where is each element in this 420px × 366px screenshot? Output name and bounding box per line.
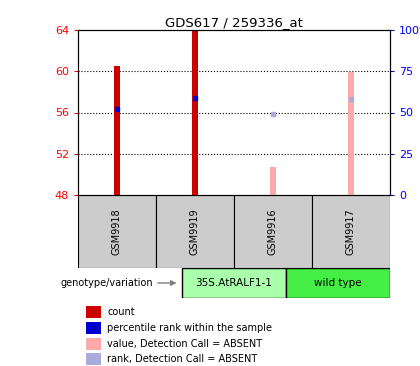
- Text: genotype/variation: genotype/variation: [61, 278, 153, 288]
- Bar: [87, 337, 101, 350]
- Text: 35S.AtRALF1-1: 35S.AtRALF1-1: [196, 278, 273, 288]
- Text: count: count: [108, 307, 135, 317]
- Bar: [182, 268, 286, 298]
- Bar: [234, 195, 312, 268]
- Bar: [87, 306, 101, 318]
- Text: wild type: wild type: [314, 278, 362, 288]
- Bar: [270, 167, 276, 195]
- Bar: [114, 66, 120, 195]
- Text: GSM9916: GSM9916: [268, 208, 278, 255]
- Text: GSM9918: GSM9918: [112, 208, 122, 255]
- Bar: [87, 322, 101, 334]
- Bar: [312, 195, 390, 268]
- Bar: [78, 195, 156, 268]
- Text: value, Detection Call = ABSENT: value, Detection Call = ABSENT: [108, 339, 262, 348]
- Bar: [192, 31, 198, 195]
- Text: GSM9917: GSM9917: [346, 208, 356, 255]
- Bar: [348, 72, 354, 195]
- Text: GSM9919: GSM9919: [190, 208, 200, 255]
- Text: rank, Detection Call = ABSENT: rank, Detection Call = ABSENT: [108, 354, 257, 365]
- Bar: [87, 354, 101, 365]
- Text: percentile rank within the sample: percentile rank within the sample: [108, 323, 273, 333]
- Title: GDS617 / 259336_at: GDS617 / 259336_at: [165, 16, 303, 29]
- Bar: [286, 268, 390, 298]
- Bar: [156, 195, 234, 268]
